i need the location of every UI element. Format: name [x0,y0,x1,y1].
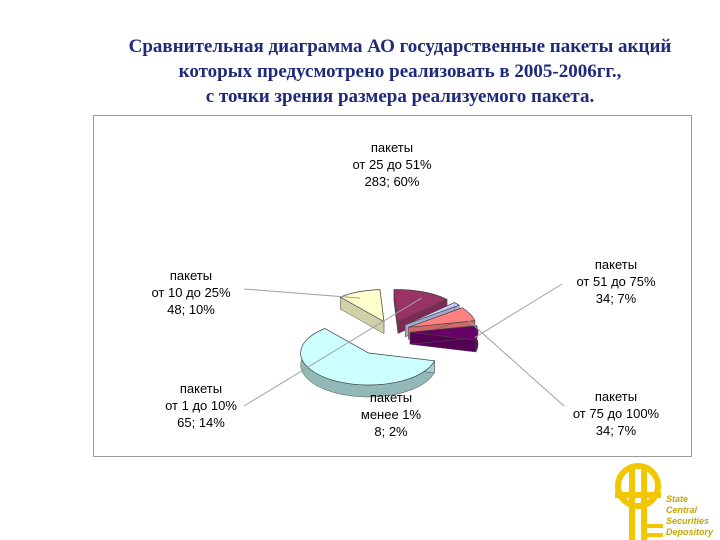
label-value: 34; 7% [595,291,637,306]
label-slice-51-75: пакеты от 51 до 75% 34; 7% [556,256,676,307]
label-line: пакеты [369,390,413,405]
slide-title: Сравнительная диаграмма АО государственн… [40,34,720,109]
pie-chart-frame: пакеты от 25 до 51% 283; 60% пакеты от 5… [93,115,692,457]
label-line: пакеты [594,257,638,272]
pie-slice-top [405,302,461,326]
label-slice-25-51: пакеты от 25 до 51% 283; 60% [332,139,452,190]
label-line: менее 1% [360,407,422,422]
pie-slice-top [409,325,479,341]
logo-line: Depository [666,527,714,537]
leader-line [474,283,563,339]
label-line: от 25 до 51% [352,157,432,172]
leader-line [243,288,361,299]
pie-slice-top [300,328,436,386]
title-line-3: с точки зрения размера реализуемого паке… [205,86,595,107]
label-value: 65; 14% [177,415,225,430]
label-value: 283; 60% [364,174,420,189]
pie-slice [339,289,385,335]
label-line: от 51 до 75% [576,274,656,289]
label-line: пакеты [370,140,414,155]
title-line-2: которых предусмотрено реализовать в 2005… [178,61,622,82]
pie-chart [243,283,565,407]
label-line: от 1 до 10% [165,398,237,413]
label-slice-10-25: пакеты от 10 до 25% 48; 10% [136,267,246,318]
state-central-securities-depository-logo [615,463,663,540]
label-value: 8; 2% [374,424,408,439]
pie-slice-top [408,307,476,328]
logo-line: State [666,494,689,504]
label-line: пакеты [169,268,213,283]
label-line: пакеты [594,389,638,404]
label-value: 48; 10% [167,302,215,317]
label-slice-less-1: пакеты менее 1% 8; 2% [341,389,441,440]
title-line-1: Сравнительная диаграмма АО государственн… [128,36,672,57]
logo-line: Central [666,505,698,515]
label-slice-1-10: пакеты от 1 до 10% 65; 14% [146,380,256,431]
leader-line [466,319,565,407]
leader-line [243,297,422,407]
label-line: пакеты [179,381,223,396]
pie-slice [409,325,479,353]
pie-slice-top [393,289,448,323]
label-line: от 10 до 25% [151,285,231,300]
logo-line: Securities [666,516,710,526]
label-value: 34; 7% [595,423,637,438]
pie-slice [300,328,436,398]
logo-text: State Central Securities Depository [666,494,713,538]
label-line: от 75 до 100% [572,406,660,421]
label-slice-75-100: пакеты от 75 до 100% 34; 7% [556,388,676,439]
